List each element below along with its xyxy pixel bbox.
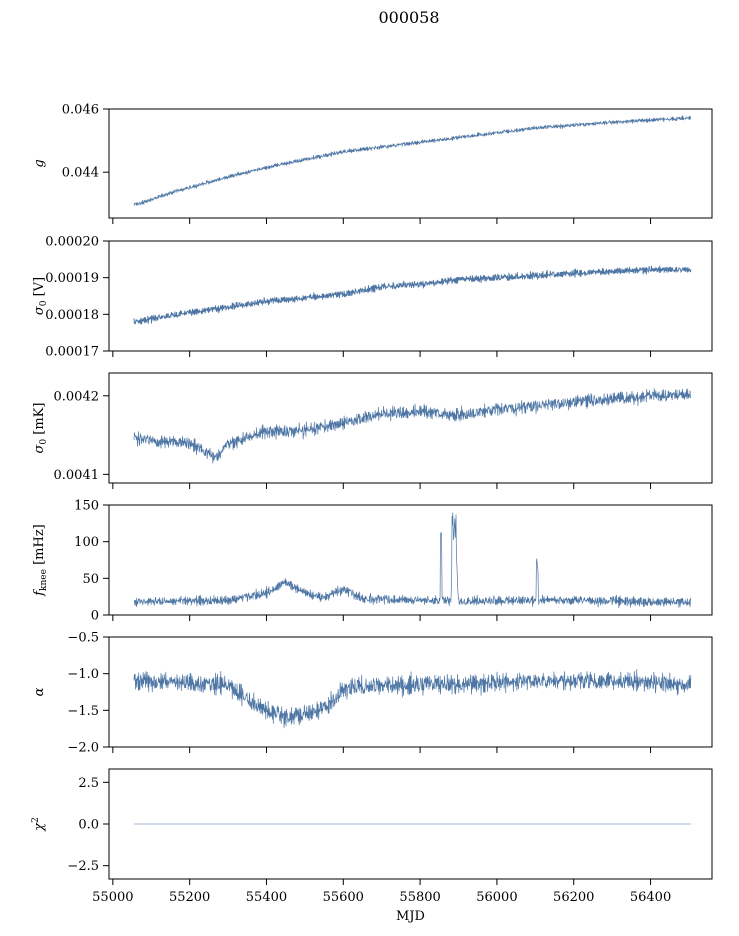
ytick-label: 0.00018 [45, 308, 99, 323]
ylabel-symbol: σ [32, 443, 47, 453]
panels-group: 0.0440.046g0.000170.000180.000190.00020σ… [31, 103, 713, 924]
series-line-gain [133, 115, 692, 207]
ylabel-symbol: σ [32, 305, 47, 315]
ytick-label: 0.0041 [54, 468, 100, 483]
ylabel-subscript: 0 [39, 439, 49, 445]
xtick-label: 55200 [169, 890, 210, 905]
ylabel-symbol: f [32, 589, 47, 597]
ytick-label: 100 [74, 535, 99, 550]
axes-frame [108, 504, 713, 616]
axes-frame [108, 240, 713, 352]
ylabel-unit: [V] [32, 277, 47, 301]
ytick-label: 0 [91, 609, 99, 624]
ylabel-symbol: χ [32, 822, 47, 832]
ylabel-superscript: 2 [31, 817, 41, 823]
ytick-label: −2.0 [67, 741, 99, 756]
ytick-label: 0.046 [62, 103, 99, 118]
ylabel-unit: [mK] [32, 403, 47, 439]
ytick-label: 0.0042 [54, 389, 100, 404]
xtick-label: 55000 [92, 890, 133, 905]
ytick-label: 2.5 [78, 776, 99, 791]
ylabel-unit: [mHz] [32, 524, 47, 569]
ylabel-alpha: α [32, 687, 47, 696]
figure-title: 000058 [378, 8, 439, 27]
ylabel-sigma0-millikelvin: σ0 [mK] [32, 403, 49, 454]
ylabel-sigma0-volts: σ0 [V] [32, 277, 49, 315]
panel-fknee: 0 50 100 150 fknee [mHz] [32, 499, 713, 624]
xtick-label: 56400 [630, 890, 671, 905]
ytick-label: 0.044 [62, 166, 99, 181]
xlabel: MJD [396, 909, 425, 924]
ytick-label: 0.0 [78, 818, 99, 833]
ylabel-chi2: χ2 [31, 817, 47, 832]
axes-frame [108, 636, 713, 748]
xtick-label: 56000 [476, 890, 517, 905]
ylabel-fknee: fknee [mHz] [32, 524, 49, 597]
ytick-label: 50 [82, 572, 99, 587]
ylabel-subscript: knee [39, 569, 49, 591]
xtick-label: 55400 [246, 890, 287, 905]
ytick-label: −0.5 [67, 631, 99, 646]
panel-sigma0-millikelvin: 0.0041 0.0042 σ0 [mK] [32, 372, 713, 489]
panel-alpha: −2.0 −1.5 −1.0 −0.5 α [32, 631, 713, 756]
ytick-label: −1.5 [67, 704, 99, 719]
ytick-label: 0.00017 [45, 345, 99, 360]
ytick-label: −2.5 [67, 859, 99, 874]
series-line-alpha [133, 669, 692, 729]
ytick-label: 0.00019 [45, 271, 99, 286]
series-line-sigma0-millikelvin [133, 388, 692, 464]
panel-sigma0-volts: 0.00017 0.00018 0.00019 0.00020 σ0 [V] [32, 235, 713, 360]
panel-gain: 0.044 0.046 g [32, 103, 713, 224]
series-line-sigma0-volts [133, 265, 692, 325]
ylabel-gain: g [32, 159, 47, 167]
xtick-label: 55800 [399, 890, 440, 905]
panel-chi2: −2.5 0.0 2.5 55000 55200 55400 55600 55800 56000… [31, 768, 713, 924]
xtick-label: 56200 [553, 890, 594, 905]
xtick-label: 55600 [323, 890, 364, 905]
axes-frame [108, 372, 713, 484]
ytick-label: 150 [74, 499, 99, 514]
ylabel-subscript: 0 [39, 300, 49, 306]
ytick-label: 0.00020 [45, 235, 99, 250]
series-line-fknee [133, 512, 692, 609]
axes-frame [108, 108, 713, 219]
ytick-label: −1.0 [67, 667, 99, 682]
